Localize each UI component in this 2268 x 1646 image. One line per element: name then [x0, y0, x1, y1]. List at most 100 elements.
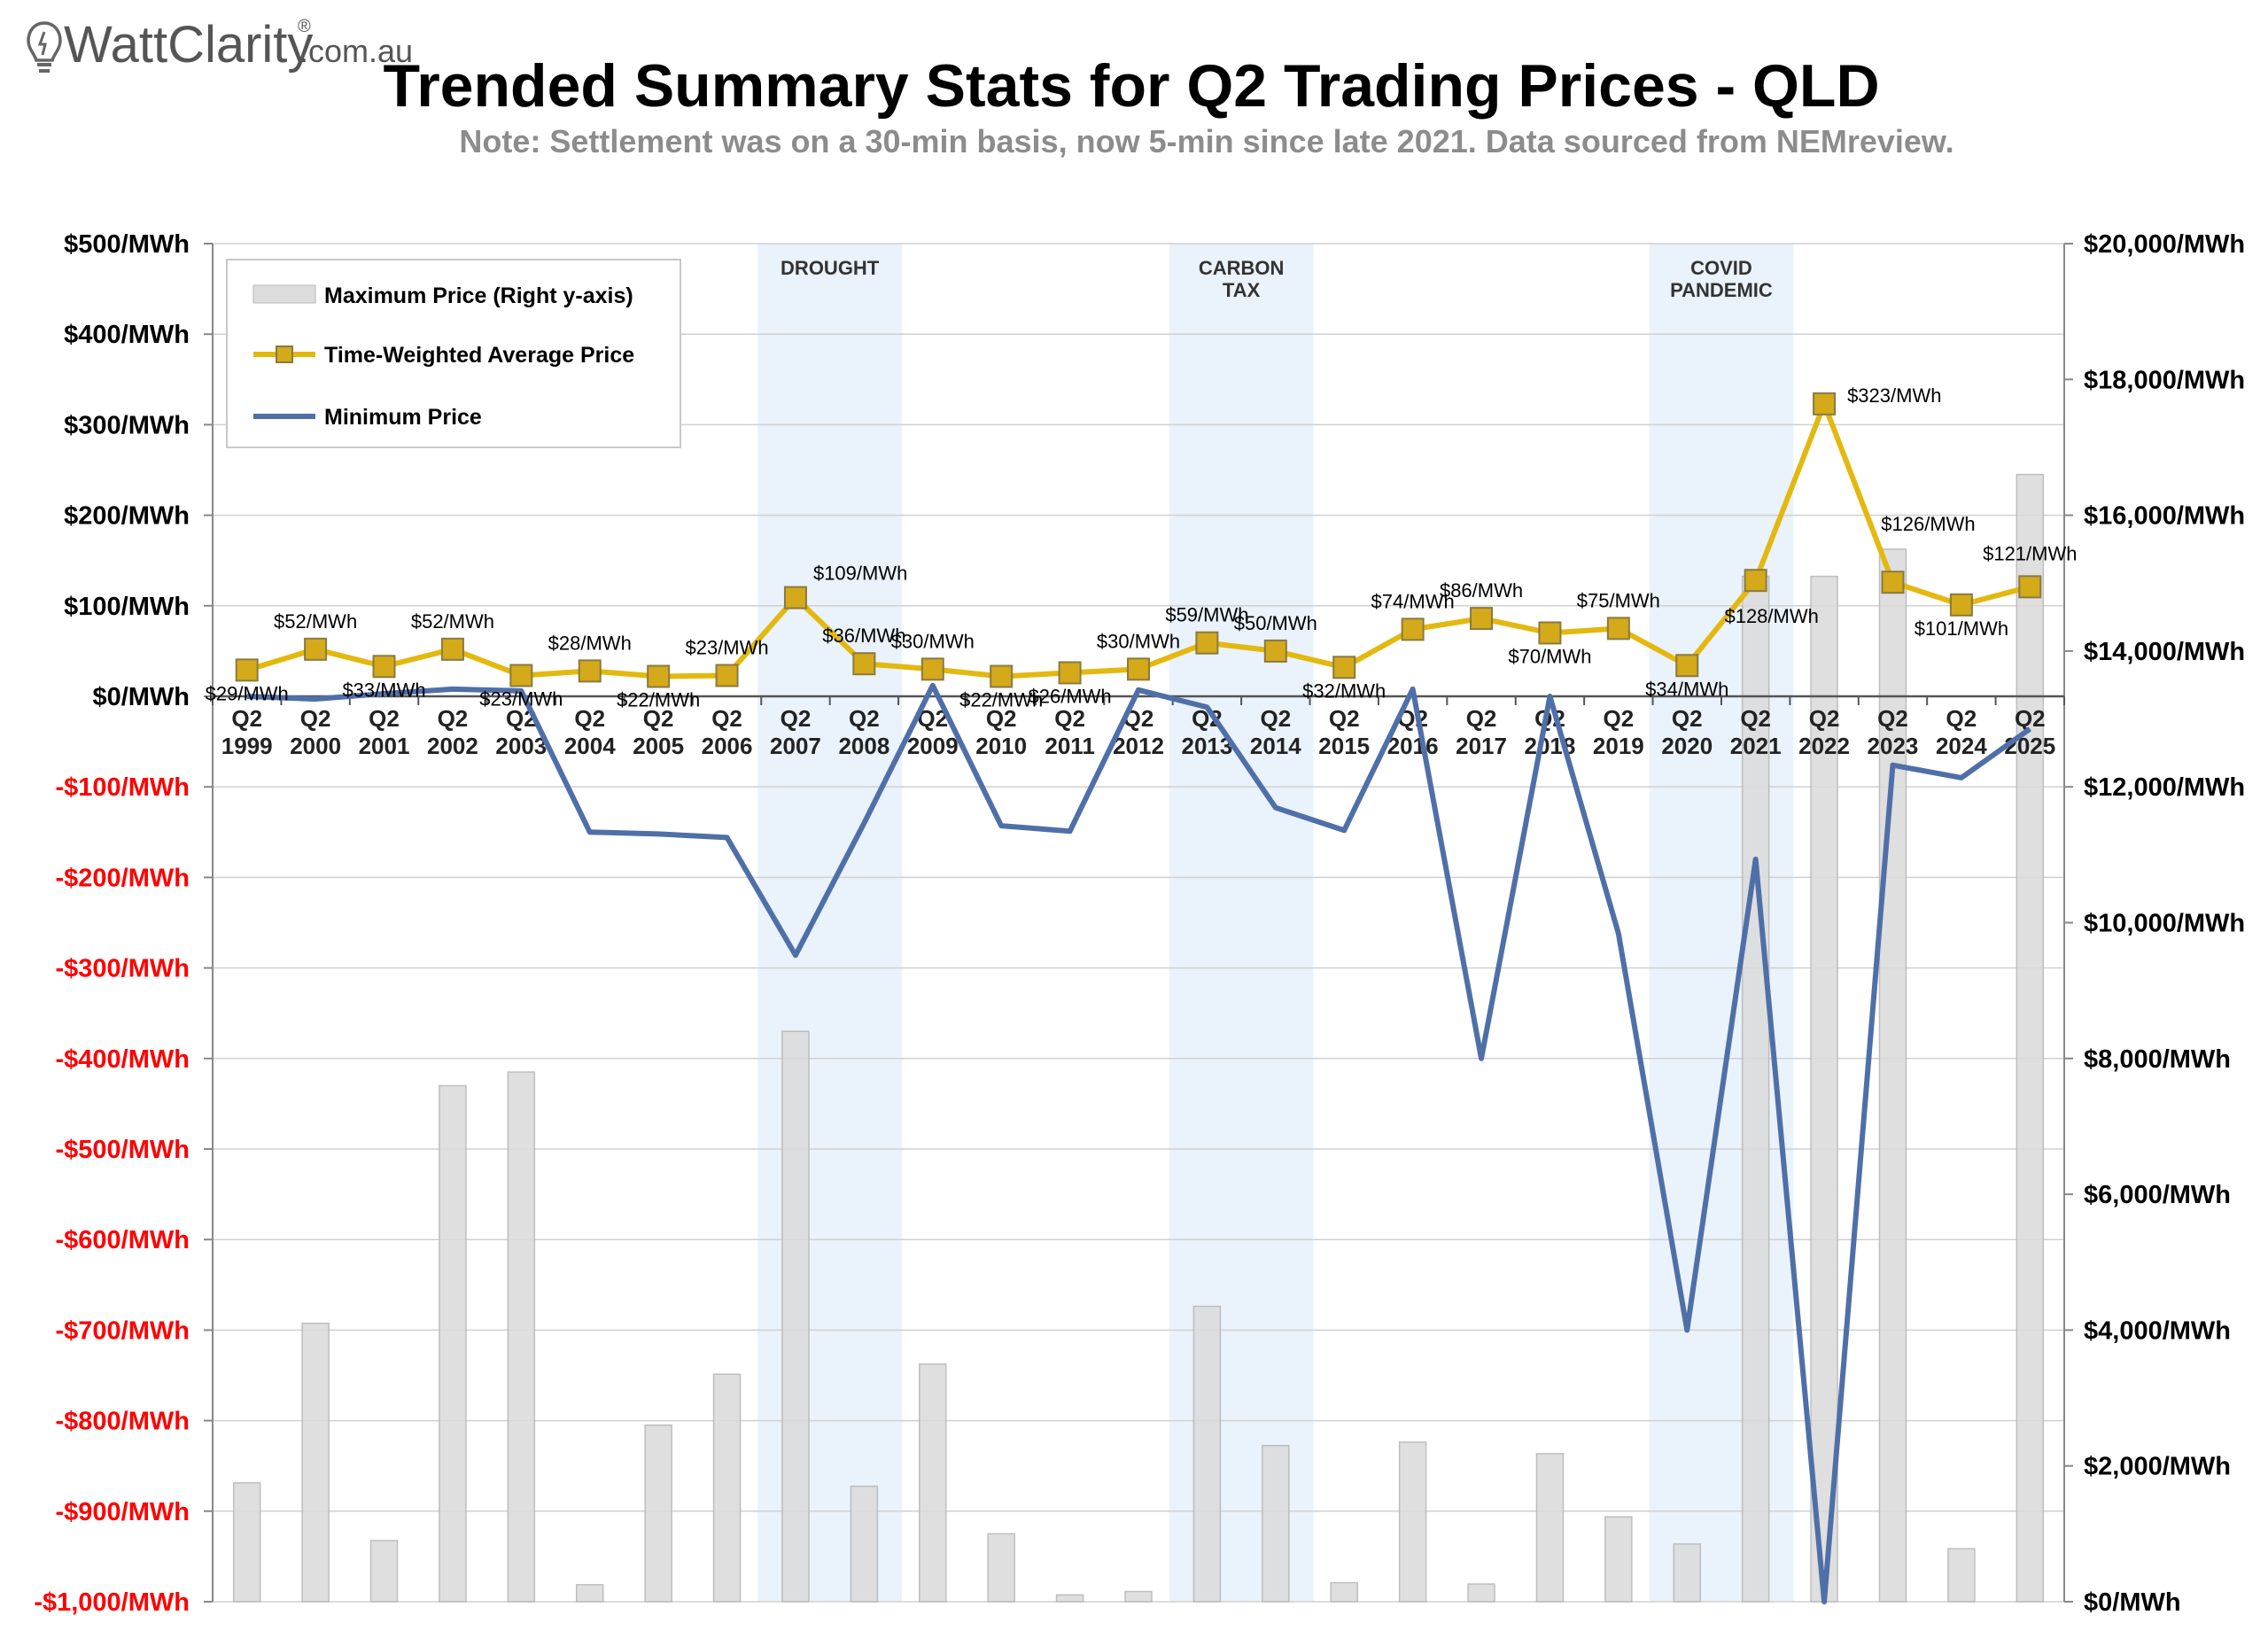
x-tick-label-year: 2000 [290, 733, 341, 759]
period-label: TAX [1223, 279, 1261, 301]
avg-price-marker [1127, 657, 1150, 681]
avg-price-data-label: $323/MWh [1847, 384, 1941, 407]
x-tick-labels: Q21999Q22000Q22001Q22002Q22003Q22004Q220… [221, 705, 2055, 759]
avg-price-data-label: $22/MWh [617, 689, 700, 711]
lightbulb-icon [27, 21, 62, 73]
x-tick-label-year: 2022 [1798, 733, 1850, 759]
avg-price-marker [783, 586, 807, 609]
avg-price-marker [304, 637, 328, 661]
x-tick-label-quarter: Q2 [781, 705, 812, 732]
max-price-bar [1878, 548, 1907, 1603]
period-label: DROUGHT [781, 257, 880, 279]
period-label: CARBON [1199, 257, 1285, 279]
left-tick-label: -$100/MWh [56, 773, 190, 802]
avg-price-marker [990, 664, 1014, 688]
x-tick-label-year: 2002 [427, 733, 478, 759]
x-tick-label-quarter: Q2 [711, 705, 742, 732]
right-tick-label: $8,000/MWh [2084, 1045, 2231, 1074]
period-label: COVID [1690, 257, 1752, 279]
avg-price-data-label: $30/MWh [891, 630, 975, 652]
avg-price-marker [647, 664, 671, 688]
x-tick-label-quarter: Q2 [231, 705, 262, 732]
period-label: PANDEMIC [1670, 279, 1773, 301]
avg-price-marker [1058, 661, 1082, 685]
min-price-series [246, 682, 2032, 1604]
x-tick-label-quarter: Q2 [2015, 705, 2046, 732]
avg-price-marker [509, 664, 533, 687]
avg-price-marker [1263, 639, 1287, 663]
avg-price-marker [1401, 617, 1425, 641]
chart-title: Trended Summary Stats for Q2 Trading Pri… [383, 52, 1879, 120]
max-price-bars [232, 473, 2045, 1603]
avg-price-data-label: $52/MWh [274, 610, 357, 633]
avg-price-data-label: $74/MWh [1371, 590, 1455, 612]
left-tick-label: -$300/MWh [56, 955, 190, 983]
x-tick-label-quarter: Q2 [438, 705, 469, 732]
avg-price-data-label: $26/MWh [1029, 685, 1112, 707]
x-tick-label-year: 2007 [770, 733, 821, 759]
x-tick-label-year: 2023 [1868, 733, 1919, 759]
avg-price-marker [852, 652, 876, 676]
max-price-bar [301, 1322, 330, 1603]
max-price-bar [232, 1482, 261, 1603]
avg-price-marker [1813, 392, 1837, 415]
right-tick-label: $18,000/MWh [2084, 366, 2245, 394]
x-tick-label-year: 1999 [221, 733, 273, 759]
logo-suffix: .com.au [299, 33, 413, 69]
x-tick-label-year: 2005 [633, 733, 684, 759]
avg-price-marker [1538, 621, 1562, 645]
period-band [1649, 244, 1794, 1602]
logo-name: WattClarity [64, 16, 313, 74]
x-tick-label-year: 2025 [2004, 733, 2055, 759]
max-price-bar [1810, 575, 1838, 1603]
x-tick-label-year: 2016 [1387, 733, 1439, 759]
max-price-bar [1604, 1516, 1633, 1603]
avg-price-data-label: $70/MWh [1508, 645, 1591, 667]
avg-price-data-label: $34/MWh [1645, 678, 1728, 700]
x-tick-label-year: 2020 [1661, 733, 1713, 759]
x-tick-label-quarter: Q2 [1672, 705, 1703, 732]
left-tick-label: $100/MWh [64, 593, 190, 621]
x-tick-label-quarter: Q2 [1809, 705, 1840, 732]
x-tick-label-year: 2009 [907, 733, 959, 759]
avg-price-data-label: $128/MWh [1724, 605, 1818, 627]
x-tick-label-quarter: Q2 [369, 705, 400, 732]
max-price-bar [1055, 1594, 1084, 1603]
avg-price-marker [1195, 631, 1219, 655]
right-tick-label: $4,000/MWh [2084, 1316, 2231, 1345]
max-price-bar [1398, 1441, 1427, 1603]
max-price-bar [1262, 1444, 1290, 1603]
left-tick-label: $0/MWh [92, 683, 190, 711]
avg-price-marker [1332, 656, 1356, 679]
avg-price-data-label: $33/MWh [342, 679, 425, 701]
avg-price-marker [2018, 575, 2042, 599]
left-tick-label: -$200/MWh [56, 864, 190, 892]
left-tick-label: $200/MWh [64, 502, 190, 531]
max-price-bar [507, 1071, 536, 1603]
legend-max-price-label: Maximum Price (Right y-axis) [324, 283, 633, 308]
right-tick-label: $10,000/MWh [2084, 910, 2245, 938]
chart-subtitle: Note: Settlement was on a 30-min basis, … [459, 123, 1953, 159]
legend-avg-price-label: Time-Weighted Average Price [324, 343, 634, 368]
right-tick-label: $12,000/MWh [2084, 773, 2245, 802]
avg-price-marker [372, 655, 396, 679]
x-tick-label-quarter: Q2 [849, 705, 880, 732]
avg-price-data-label: $109/MWh [813, 563, 907, 585]
x-tick-label-year: 2013 [1181, 733, 1232, 759]
max-price-bar [919, 1363, 947, 1603]
x-tick-label-quarter: Q2 [574, 705, 605, 732]
period-band [1169, 244, 1314, 1602]
max-price-bar [1192, 1305, 1222, 1603]
legend-min-price-label: Minimum Price [324, 405, 482, 430]
left-tick-label: -$1,000/MWh [34, 1588, 190, 1617]
right-tick-label: $16,000/MWh [2084, 502, 2245, 531]
x-tick-label-quarter: Q2 [1604, 705, 1635, 732]
avg-price-marker [1881, 571, 1905, 594]
x-tick-label-year: 2017 [1456, 733, 1507, 759]
x-tick-label-year: 2010 [975, 733, 1027, 759]
max-price-bar [1330, 1581, 1358, 1603]
max-price-bar [1124, 1590, 1153, 1603]
x-tick-label-year: 2004 [564, 733, 616, 759]
x-tick-label-quarter: Q2 [1260, 705, 1291, 732]
x-tick-label-year: 2011 [1045, 733, 1094, 759]
